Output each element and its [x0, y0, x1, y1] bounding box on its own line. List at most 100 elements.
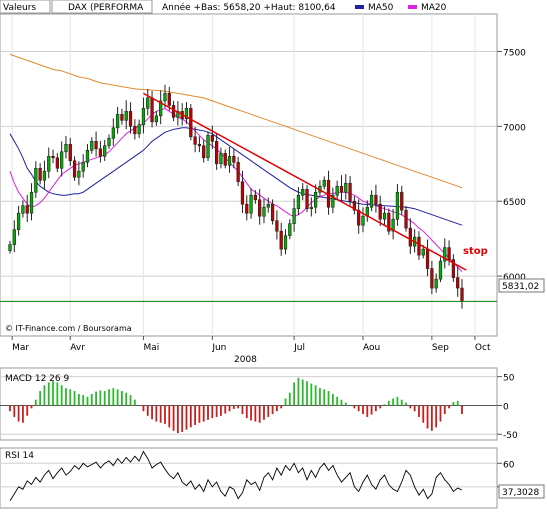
y-tick-label: 7500: [503, 48, 526, 58]
rsi-tick-label: 60: [503, 460, 515, 470]
candle-up: [395, 191, 400, 220]
candle-up: [124, 111, 128, 121]
candle-up: [344, 182, 348, 193]
candle-down: [193, 136, 197, 145]
ma20-line: [9, 107, 463, 272]
candle-down: [352, 200, 357, 211]
candle-up: [85, 149, 90, 163]
header-field-box: [0, 0, 51, 14]
stop-annotation: stop: [463, 246, 488, 257]
candle-up: [391, 218, 395, 232]
candle-down: [68, 143, 72, 162]
rsi-line: [9, 450, 463, 502]
candle-down: [202, 145, 206, 159]
candle-up: [141, 108, 146, 126]
candle-down: [94, 141, 98, 150]
candle-down: [150, 97, 154, 123]
candle-down: [270, 203, 275, 221]
candle-up: [184, 108, 189, 120]
macd-tick-label: 50: [503, 374, 515, 384]
candle-up: [438, 260, 443, 280]
candle-down: [167, 93, 171, 106]
candle-up: [21, 205, 25, 214]
candle-down: [425, 248, 430, 269]
candle-down: [400, 191, 404, 211]
candle-up: [115, 114, 120, 129]
candle-up: [288, 223, 292, 236]
x-tick-label: Sep: [432, 343, 449, 353]
candle-down: [305, 188, 309, 209]
candle-up: [159, 100, 163, 117]
candle-up: [90, 141, 94, 151]
candle-up: [266, 203, 270, 208]
candle-up: [111, 127, 115, 139]
y-tick-label: 6000: [503, 273, 526, 283]
candle-up: [443, 247, 447, 262]
ma200-line: [9, 53, 463, 189]
candle-down: [357, 209, 361, 226]
candle-down: [51, 155, 55, 159]
x-tick-label: Mar: [12, 343, 29, 353]
y-tick-label: 6500: [503, 198, 526, 208]
candle-up: [314, 191, 318, 208]
candle-up: [206, 135, 210, 159]
candle-down: [387, 212, 391, 232]
candle-up: [249, 194, 253, 214]
candle-down: [133, 126, 137, 135]
candle-up: [146, 97, 150, 109]
candle-up: [262, 206, 266, 217]
candle-down: [197, 143, 202, 147]
candle-up: [64, 143, 68, 153]
credit-text: © IT-Finance.com / Boursorama: [5, 324, 132, 333]
candle-down: [456, 277, 460, 289]
candle-up: [77, 170, 81, 178]
ma200-layer: [9, 53, 463, 189]
candle-up: [322, 179, 326, 187]
rsi-last-box: [498, 484, 545, 499]
x-tick-label: Aou: [363, 343, 380, 353]
instrument-name: DAX (PERFORMA: [68, 3, 144, 13]
candle-up: [434, 278, 438, 289]
candle-up: [335, 185, 339, 196]
candle-up: [42, 170, 47, 181]
header-stats: Année +Bas: 5658,20 +Haut: 8100,64: [162, 2, 336, 13]
candle-down: [214, 141, 219, 165]
candle-down: [408, 227, 412, 247]
candle-down: [236, 161, 240, 183]
candle-down: [348, 182, 352, 202]
candle-down: [25, 205, 29, 214]
candle-down: [128, 111, 133, 127]
candle-down: [374, 194, 378, 205]
rsi-line-layer: [9, 450, 463, 502]
header-label: Valeurs: [3, 3, 36, 13]
candle-up: [369, 194, 374, 208]
ma50-line: [9, 127, 463, 226]
x-tick-label: Oct: [475, 343, 491, 353]
ma50-legend-label: MA50: [368, 3, 394, 13]
candle-down: [223, 152, 227, 166]
candle-down: [378, 203, 382, 220]
ma50-layer: [9, 127, 463, 226]
candle-up: [227, 155, 232, 166]
x-axis-labels: Mar Avr Mai Jun Jul Aou Sep Oct: [11, 336, 491, 353]
x-tick-label: Mai: [143, 343, 159, 353]
candle-down: [232, 155, 236, 163]
candle-up: [219, 152, 223, 165]
last-price-label: 5831,02: [502, 282, 539, 292]
candle-down: [98, 148, 103, 157]
candles-layer: [8, 84, 464, 309]
candle-down: [210, 135, 214, 142]
macd-title: MACD 12 26 9: [5, 374, 69, 384]
candle-up: [176, 111, 180, 118]
candle-up: [421, 248, 425, 256]
macd-histogram: [9, 377, 463, 434]
candle-up: [12, 229, 16, 245]
main-y-axis: 6000 6500 7000 7500: [497, 48, 526, 283]
candle-up: [331, 194, 335, 208]
candle-down: [240, 181, 245, 205]
candle-down: [339, 185, 344, 193]
x-tick-label: Jul: [293, 343, 305, 353]
candle-up: [382, 212, 387, 220]
candle-down: [55, 157, 59, 169]
